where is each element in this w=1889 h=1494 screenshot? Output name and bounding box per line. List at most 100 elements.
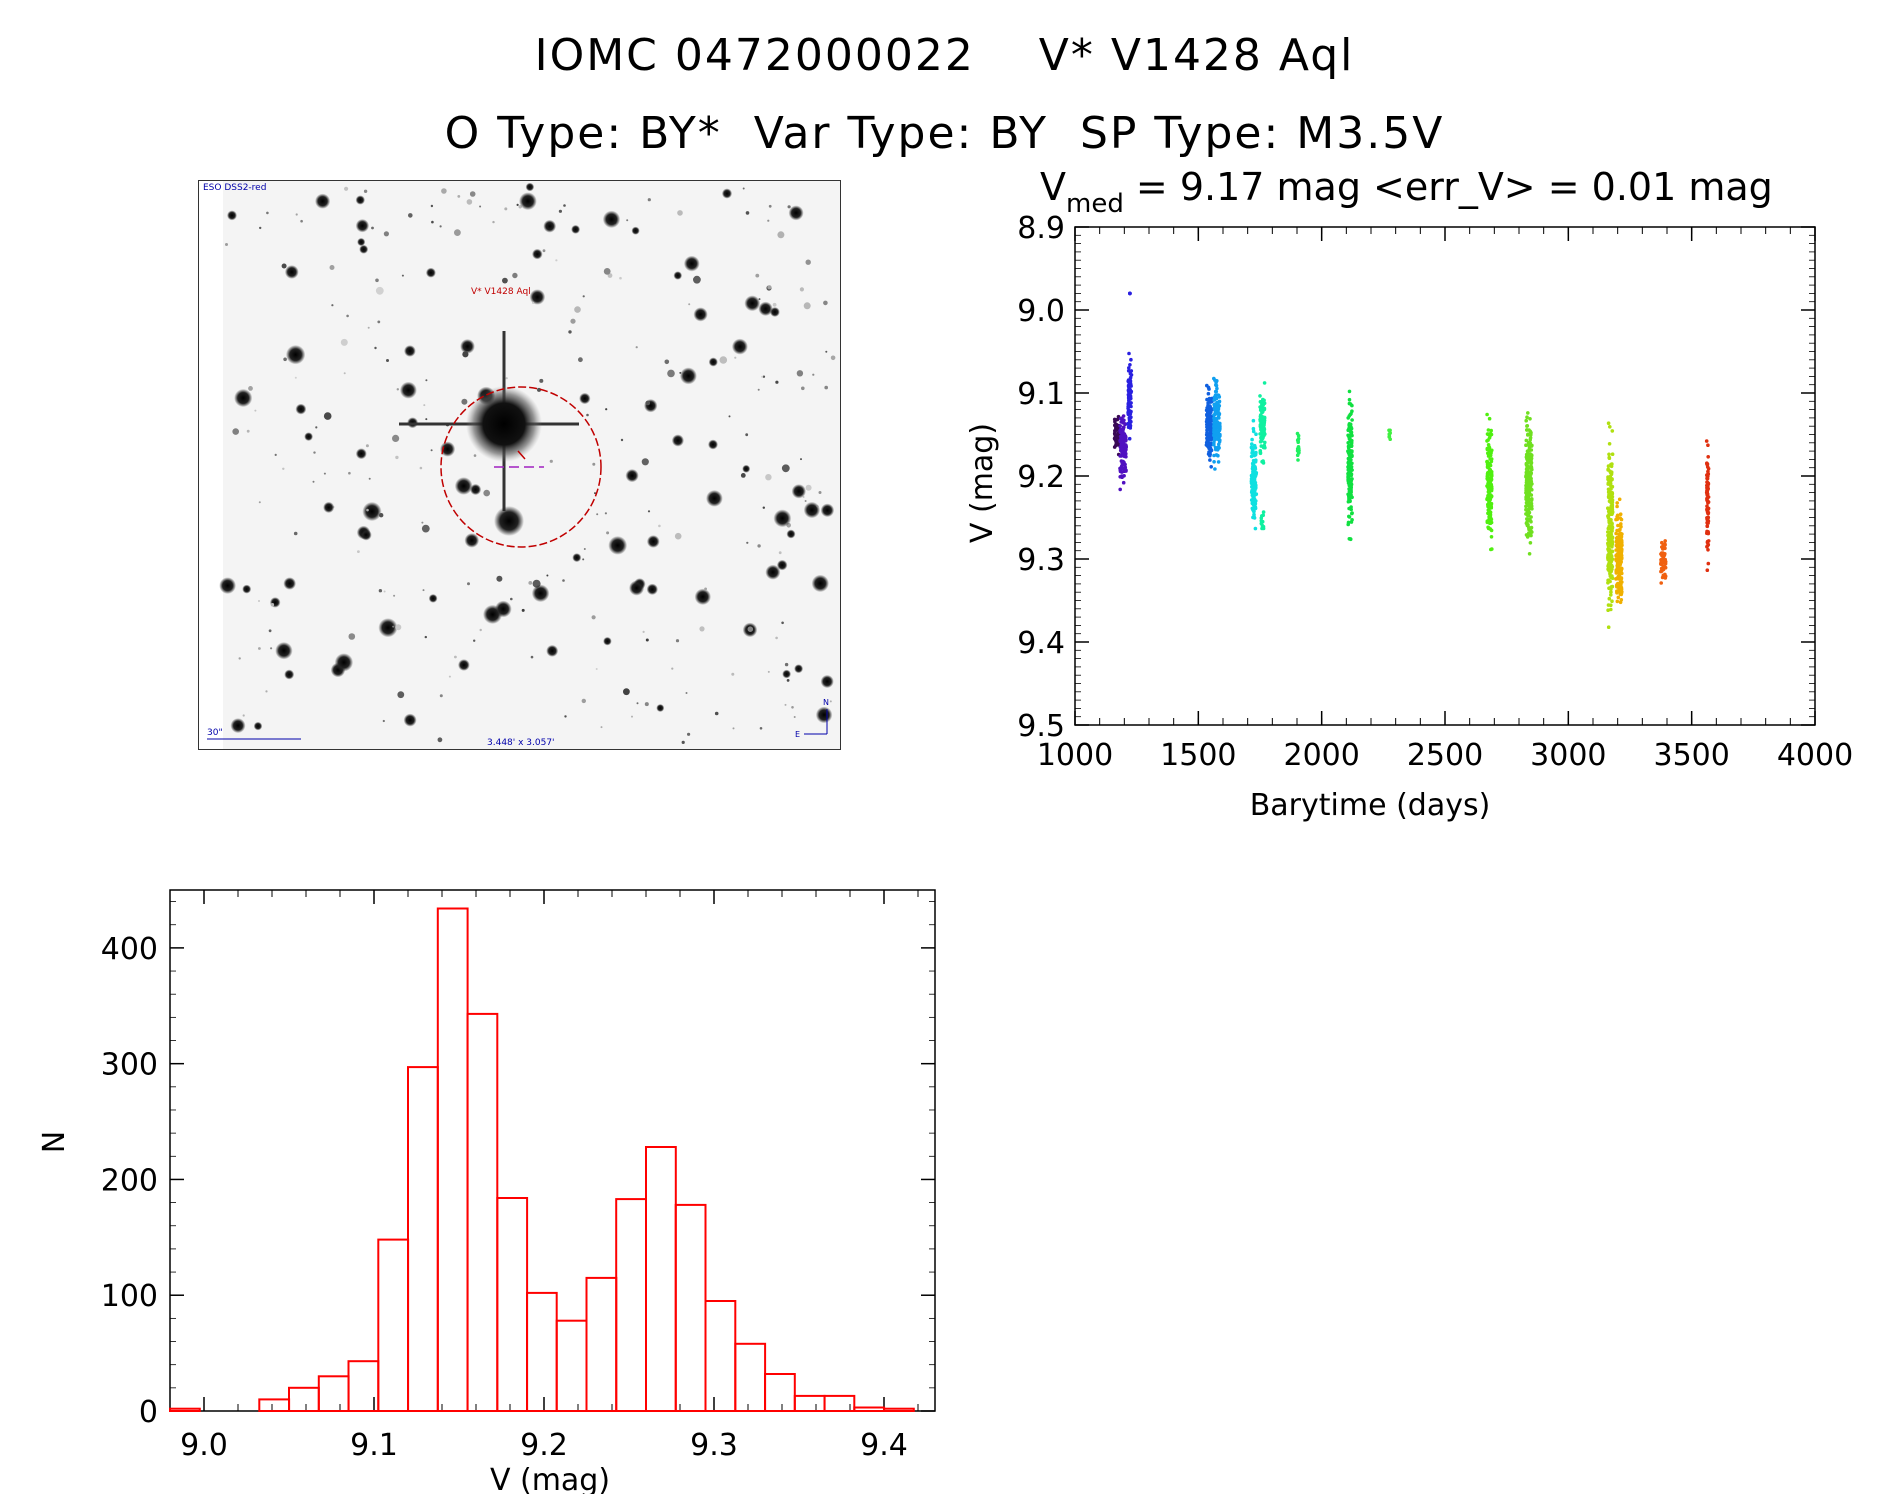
data-point (1609, 575, 1613, 580)
field-star (408, 213, 413, 218)
field-star (694, 588, 711, 605)
field-star (555, 259, 558, 262)
field-star (564, 715, 567, 718)
data-point (1705, 496, 1710, 500)
data-point (1606, 421, 1611, 426)
field-star (537, 387, 541, 392)
data-point (1705, 465, 1710, 469)
data-point (1216, 411, 1221, 415)
data-point (1619, 598, 1624, 602)
data-point (1609, 507, 1614, 512)
data-point (1215, 386, 1219, 391)
field-star (355, 219, 370, 233)
data-point (1617, 528, 1621, 533)
data-point (1527, 454, 1531, 458)
data-point (1262, 381, 1267, 385)
data-point (1619, 534, 1624, 539)
field-star (473, 639, 476, 642)
data-point (1489, 457, 1494, 461)
field-star (346, 314, 349, 318)
data-point (1205, 422, 1209, 427)
field-star (505, 377, 508, 380)
field-star (502, 277, 508, 284)
data-point (1528, 541, 1533, 545)
field-star (804, 500, 807, 502)
data-point (1615, 591, 1619, 595)
data-point (1347, 389, 1352, 394)
data-point (1253, 475, 1257, 480)
field-star (742, 187, 745, 190)
data-point (1614, 548, 1618, 552)
data-point (1485, 476, 1489, 481)
field-star (642, 630, 645, 633)
field-star (259, 226, 262, 230)
data-point (1528, 417, 1532, 421)
data-point (1618, 512, 1623, 516)
field-star (312, 480, 315, 483)
data-point (1489, 535, 1494, 539)
data-point (1261, 510, 1266, 514)
data-point (1524, 483, 1528, 488)
field-star (546, 574, 549, 577)
data-point (1212, 397, 1217, 402)
data-point (1127, 396, 1131, 401)
data-point (1252, 478, 1257, 482)
data-point (1127, 416, 1132, 420)
data-point (1524, 473, 1528, 478)
field-star (572, 553, 582, 563)
field-star (258, 600, 260, 602)
field-star (285, 345, 306, 365)
data-point (1706, 548, 1710, 552)
field-star (579, 392, 591, 405)
data-point (1526, 432, 1530, 437)
data-point (1529, 525, 1534, 530)
histogram-bar (377, 1238, 410, 1412)
field-star (761, 375, 764, 378)
data-point (1606, 557, 1610, 562)
field-star (479, 205, 482, 208)
data-point (1126, 369, 1131, 373)
hist-x-tick-label: 9.0 (180, 1428, 228, 1463)
data-point (1705, 568, 1710, 572)
field-star (258, 501, 261, 504)
data-point (1207, 398, 1211, 403)
field-star (603, 636, 612, 646)
field-star (625, 469, 639, 483)
field-star (757, 544, 761, 548)
data-point (1607, 525, 1611, 530)
field-star (656, 704, 665, 712)
field-star (747, 626, 754, 632)
data-point (1609, 590, 1613, 594)
data-point (1259, 518, 1264, 523)
histogram-bar (734, 1342, 767, 1412)
data-point (1258, 451, 1263, 456)
data-point (1609, 585, 1614, 589)
field-star (699, 626, 705, 632)
data-point (1618, 531, 1623, 536)
histogram-bar (704, 1300, 737, 1412)
field-star (283, 357, 287, 362)
field-star (784, 662, 789, 667)
data-point (1259, 406, 1263, 411)
data-point (1705, 518, 1710, 522)
data-point (1350, 495, 1354, 500)
data-point (1124, 454, 1128, 459)
field-star (591, 615, 596, 620)
field-star (805, 259, 811, 265)
data-point (1661, 551, 1665, 555)
histogram-bar (496, 1197, 529, 1412)
field-star (357, 237, 366, 247)
field-star (677, 210, 683, 216)
field-star (800, 458, 802, 461)
data-point (1124, 445, 1128, 450)
data-point (1618, 558, 1623, 563)
histogram-bar (436, 907, 469, 1412)
data-point (1121, 459, 1125, 464)
field-star (284, 265, 299, 279)
chart-title: Vmed = 9.17 mag <err_V> = 0.01 mag (1040, 165, 1773, 219)
data-point (1250, 437, 1254, 442)
field-star (812, 373, 815, 376)
data-point (1524, 512, 1528, 516)
data-point (1128, 426, 1133, 430)
hist-x-tick-label: 9.3 (690, 1428, 738, 1463)
